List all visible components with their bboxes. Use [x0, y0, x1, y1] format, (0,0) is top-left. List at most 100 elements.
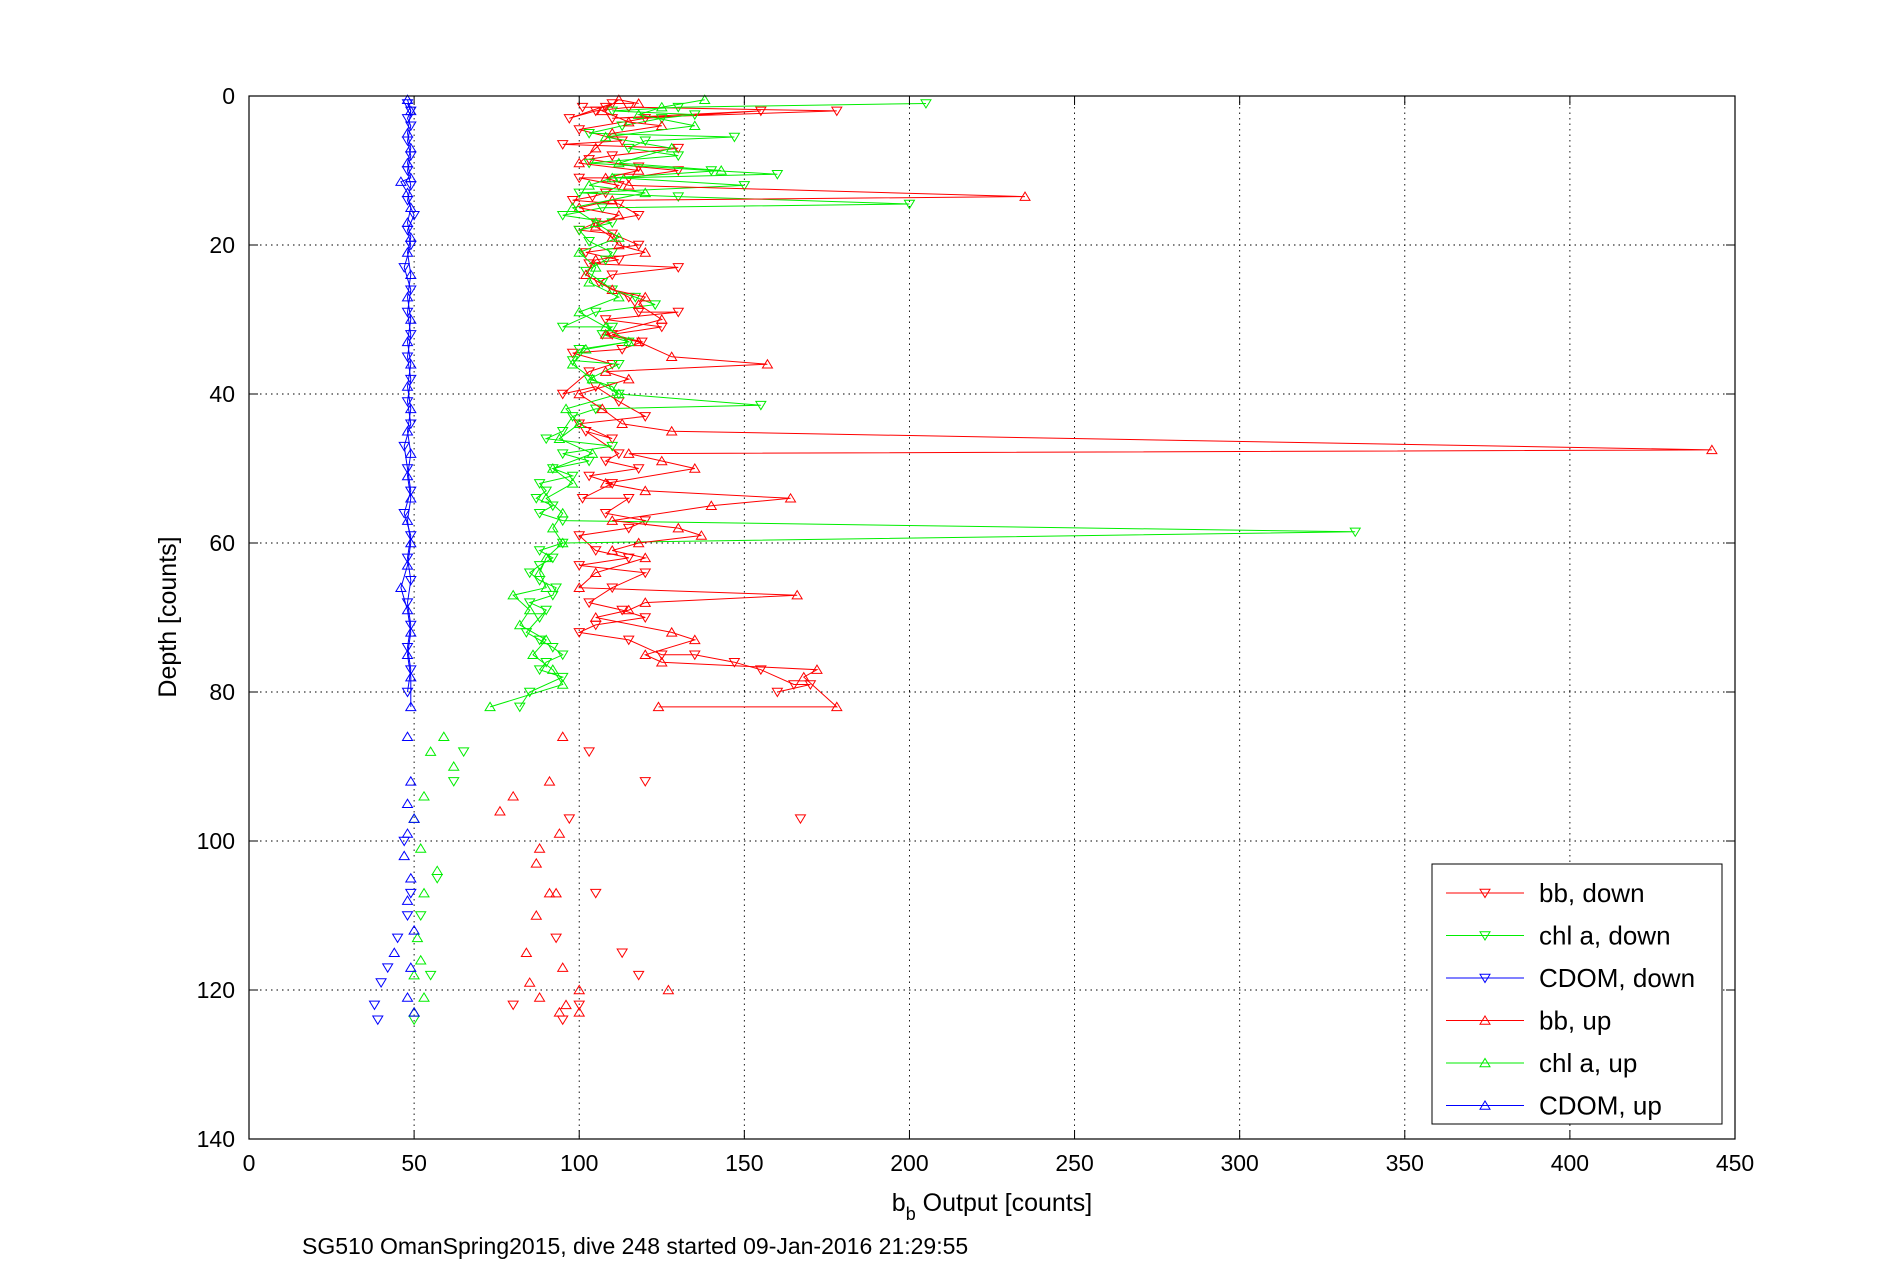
data-point [401, 127, 414, 138]
data-point [586, 448, 599, 458]
data-point [401, 828, 414, 838]
data-point [688, 110, 701, 121]
data-point [639, 485, 652, 496]
data-point [583, 471, 596, 482]
data-point [556, 210, 569, 221]
data-point [583, 276, 596, 287]
data-point [589, 217, 602, 227]
data-point [556, 679, 569, 689]
data-point [523, 598, 536, 609]
series-layer [368, 94, 1718, 1026]
data-point [573, 582, 586, 592]
data-point [401, 381, 414, 391]
data-point [573, 306, 586, 317]
data-point [622, 102, 635, 113]
data-point [388, 947, 401, 957]
data-point [771, 169, 784, 180]
x-axis-label: bb Output [counts] [892, 1189, 1092, 1224]
data-point [556, 537, 569, 548]
data-point [612, 232, 625, 242]
data-point [599, 172, 612, 183]
series-line [489, 99, 722, 708]
data-point [794, 814, 807, 825]
data-point [665, 351, 678, 361]
y-tick-label: 80 [209, 679, 235, 705]
data-point [583, 367, 596, 378]
data-point [573, 225, 586, 236]
data-point [616, 948, 629, 959]
plot-frame [248, 95, 1736, 1140]
data-point [665, 626, 678, 637]
data-point [652, 701, 665, 712]
data-point [715, 165, 728, 175]
data-point [523, 687, 536, 698]
data-point [404, 492, 417, 503]
data-point [589, 261, 602, 272]
data-point [527, 649, 539, 659]
data-point [612, 359, 625, 370]
data-point [533, 613, 546, 623]
data-point [583, 129, 596, 139]
data-point [404, 576, 417, 586]
data-point [599, 456, 612, 467]
data-point [401, 246, 414, 257]
data-point [560, 403, 572, 414]
data-point [612, 209, 625, 220]
data-point [688, 463, 701, 473]
data-point [622, 336, 635, 347]
data-point [398, 508, 411, 519]
data-point [401, 991, 414, 1002]
data-point [424, 746, 437, 756]
data-point [622, 373, 635, 384]
data-point [606, 515, 619, 525]
data-point [530, 857, 543, 868]
data-point [401, 470, 414, 481]
data-point [606, 359, 619, 370]
data-point [533, 991, 546, 1002]
data-point [398, 263, 411, 273]
data-point [556, 449, 569, 460]
data-point [622, 494, 635, 504]
data-point [583, 747, 596, 758]
x-tick-label: 300 [1220, 1150, 1258, 1176]
data-point [589, 888, 602, 899]
data-point [513, 619, 526, 630]
data-point [414, 911, 427, 921]
data-point [639, 291, 652, 302]
y-tick-label: 60 [209, 530, 235, 556]
data-point [606, 232, 619, 242]
data-point [589, 142, 602, 153]
data-point [586, 373, 599, 384]
legend-label: chl a, down [1539, 921, 1671, 951]
data-point [599, 255, 612, 266]
data-point [404, 626, 417, 637]
data-point [540, 634, 553, 645]
data-point [589, 546, 602, 556]
data-point [672, 263, 685, 273]
data-point [533, 561, 546, 571]
data-point [612, 449, 625, 460]
data-point [566, 412, 579, 422]
x-tick-label: 450 [1716, 1150, 1754, 1176]
data-point [612, 239, 625, 250]
x-tick-label: 200 [890, 1150, 928, 1176]
data-point [530, 910, 543, 920]
data-point [401, 464, 414, 474]
data-point [523, 568, 536, 579]
data-point [639, 246, 652, 257]
data-point [553, 1006, 566, 1017]
data-point [616, 605, 629, 616]
data-point [632, 97, 645, 108]
data-point [566, 348, 579, 359]
data-point [381, 963, 394, 974]
data-point [556, 427, 569, 437]
data-point [507, 1000, 520, 1011]
data-point [616, 345, 629, 355]
data-point [589, 106, 602, 117]
data-point [404, 872, 417, 883]
data-point [1705, 444, 1718, 455]
data-point [583, 237, 596, 247]
data-point [688, 634, 701, 645]
data-point [573, 125, 586, 135]
data-point [632, 109, 645, 119]
